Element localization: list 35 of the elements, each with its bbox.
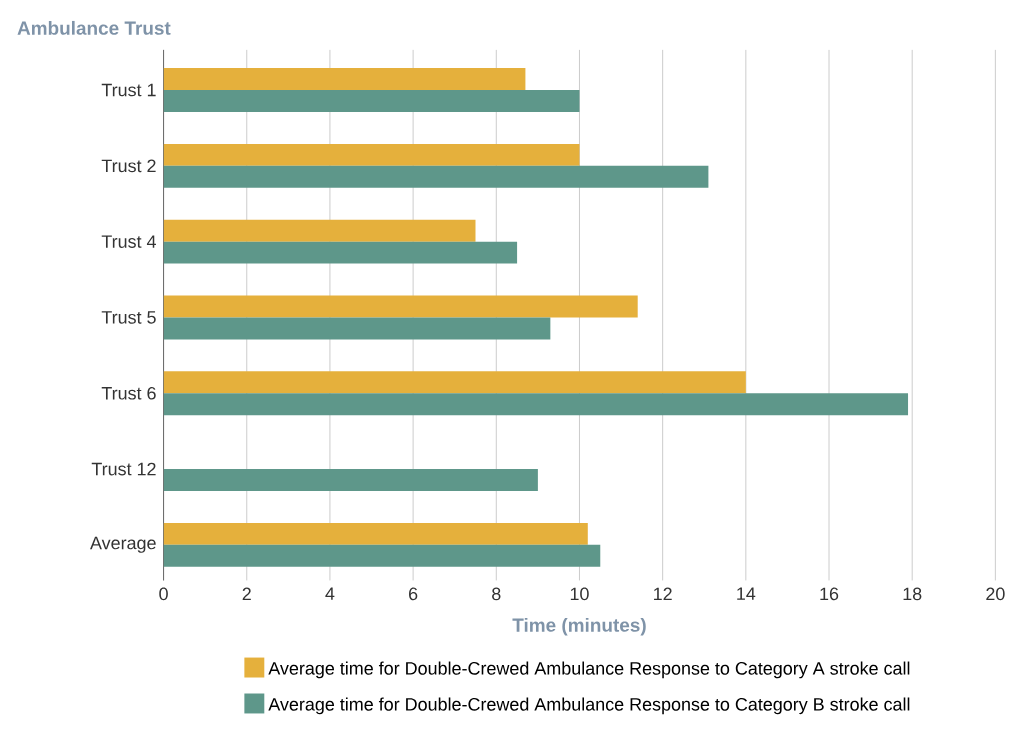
- bar: [163, 241, 518, 264]
- x-tick-label: 20: [986, 587, 1005, 601]
- x-tick-label: 4: [325, 587, 335, 600]
- x-tick-label: 12: [654, 587, 672, 601]
- x-axis-title: Time (minutes): [512, 617, 646, 636]
- legend-label: Average time for Double-Crewed Ambulance Response to Category B stroke call: [268, 697, 910, 715]
- x-tick-label: 14: [737, 587, 756, 600]
- x-tick-label: 6: [409, 587, 418, 601]
- y-tick-label: Trust 6: [101, 386, 156, 400]
- x-tick-label: 16: [820, 587, 839, 601]
- y-tick-label: Trust 12: [91, 462, 156, 476]
- bar: [163, 469, 538, 491]
- bar: [163, 317, 551, 340]
- y-tick-label: Trust 5: [101, 311, 156, 324]
- y-tick-label: Average: [90, 536, 156, 553]
- x-tick-label: 18: [903, 587, 922, 601]
- bar: [163, 544, 601, 567]
- x-tick-label: 0: [159, 587, 168, 601]
- x-tick-label: 8: [492, 587, 501, 601]
- x-tick-label: 2: [242, 587, 251, 601]
- y-tick-label: Trust 2: [101, 159, 156, 173]
- y-tick-label: Trust 4: [101, 235, 156, 248]
- bar: [163, 393, 909, 416]
- bar: [163, 143, 580, 166]
- bar: [163, 522, 588, 545]
- bar: [163, 219, 476, 242]
- bar: [163, 165, 709, 188]
- bar: [163, 90, 580, 112]
- bar: [163, 371, 746, 394]
- x-tick-label: 10: [570, 587, 589, 601]
- y-tick-label: Trust 1: [101, 83, 156, 97]
- legend-label: Average time for Double-Crewed Ambulance Response to Category A stroke call: [268, 661, 910, 679]
- y-axis-title: Ambulance Trust: [17, 20, 171, 35]
- bar: [163, 295, 638, 318]
- bar: [163, 68, 526, 91]
